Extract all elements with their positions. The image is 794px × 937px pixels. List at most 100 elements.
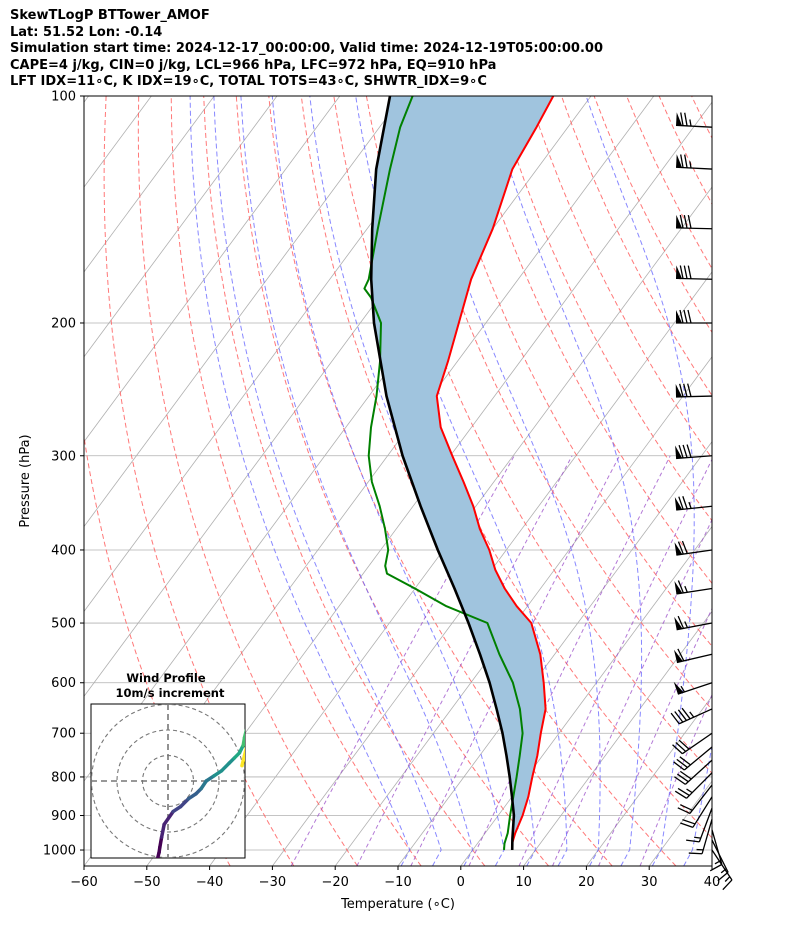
dry-adiabat-line [365,96,712,774]
isotherm-line [84,96,466,613]
hodograph-segment [159,822,166,839]
wind-barb-staff [676,587,713,595]
hodograph-segment [162,809,175,827]
wind-barb [677,784,713,815]
time-line: Simulation start time: 2024-12-17_00:00:… [10,41,603,56]
mixing-ratio-line [290,455,515,866]
wind-barb-flag [674,542,683,556]
wind-barb-feather [679,265,684,279]
wind-barb-feather [687,383,692,397]
wind-barb-feather [676,758,688,768]
parcel-path-line [369,96,516,851]
wind-barb-feather [681,707,691,720]
wind-barb [674,615,713,631]
wind-barb-feather [680,154,684,168]
wind-barb-feather [676,773,689,783]
chart-title-block: SkewTLogP BTTower_AMOF Lat: 51.52 Lon: -… [10,8,603,91]
wind-barb [673,681,713,695]
wind-barb [674,772,713,799]
isotherm-line [460,525,712,866]
wind-barb-staff [683,746,713,771]
wind-barb-feather [722,879,733,891]
hodograph-segment [247,720,248,728]
wind-barb [675,265,713,280]
x-tick-label: 40 [704,875,721,890]
dry-adiabat-line [137,96,358,866]
moist-adiabat-line [240,96,474,866]
wind-barb-feather [677,807,691,815]
y-tick-label: 1000 [43,844,76,859]
wind-barb-staff [676,653,713,664]
wind-barb-feather [684,112,688,127]
y-tick-label: 300 [51,449,76,464]
wind-barb-feather [679,214,684,229]
dry-adiabat-line [528,96,712,460]
x-tick-label: −60 [70,875,97,890]
wind-barb-flag [674,581,683,594]
wind-barb-staff [675,227,713,230]
wind-barb-flag [676,309,682,323]
y-tick-label: 500 [51,617,76,632]
wind-barb-flag [673,649,683,663]
wind-barb-feather [677,615,685,629]
wind-barb-feather [687,215,692,229]
wind-barb-flag [673,681,684,695]
isotherm-line [84,96,89,103]
y-tick-label: 900 [51,809,76,824]
moist-adiabat-line [412,96,601,866]
isotherm-line [648,780,712,866]
isotherm-line [523,610,712,866]
isotherm-line [334,356,712,866]
x-tick-label: −40 [196,875,223,890]
isotherm-line [84,96,278,358]
wind-barb-half-feather [680,685,686,693]
wind-barb-feather [683,309,688,324]
wind-barb [673,648,713,664]
wind-barb-feather [687,309,692,324]
mixing-ratio-line [410,455,620,866]
wind-barb-feather [679,804,693,811]
temperature-line [435,96,555,851]
wind-barb-feather [684,154,688,168]
isotherm-line [711,865,712,866]
chart-title: SkewTLogP BTTower_AMOF [10,8,210,23]
wind-barb-staff [698,807,713,843]
dry-adiabat-line [235,96,549,866]
wind-barb-feather [679,756,691,766]
wind-barb [675,214,713,230]
wind-barb-feather [677,580,684,594]
wind-barb-feather [687,265,692,279]
wind-barb-flag [674,497,683,511]
mixing-ratio-line [468,455,671,866]
dry-adiabat-line [170,96,422,866]
isotherm-line [84,96,341,443]
wind-barb-feather [681,540,688,554]
isotherm-line [586,695,712,866]
wind-barb [674,580,713,595]
moist-adiabat-line [189,96,411,866]
wind-barb-half-feather [689,161,692,169]
wind-barb [688,818,713,855]
wind-barb-staff [692,796,713,828]
dry-adiabat-line [398,96,712,711]
wind-barb-staff [684,759,713,785]
x-tick-label: 20 [578,875,595,890]
mixing-ratio-line [356,455,573,866]
y-tick-label: 600 [51,676,76,691]
x-tick-label: −30 [259,875,286,890]
wind-barb-half-feather [689,711,695,718]
wind-barb-feather [679,770,692,780]
wind-barb-feather [683,383,688,397]
wind-barb-half-feather [688,501,692,509]
wind-barb-feather [677,541,684,555]
isotherm-line [84,96,403,528]
wind-barb [673,746,713,771]
moist-adiabat-line [213,96,442,866]
mixing-ratio-line [518,458,712,866]
wind-barb-feather [674,711,684,723]
wind-barb [676,154,713,170]
wind-barb [686,807,713,843]
wind-barb-feather [682,496,688,510]
dry-adiabat-line [300,96,677,866]
